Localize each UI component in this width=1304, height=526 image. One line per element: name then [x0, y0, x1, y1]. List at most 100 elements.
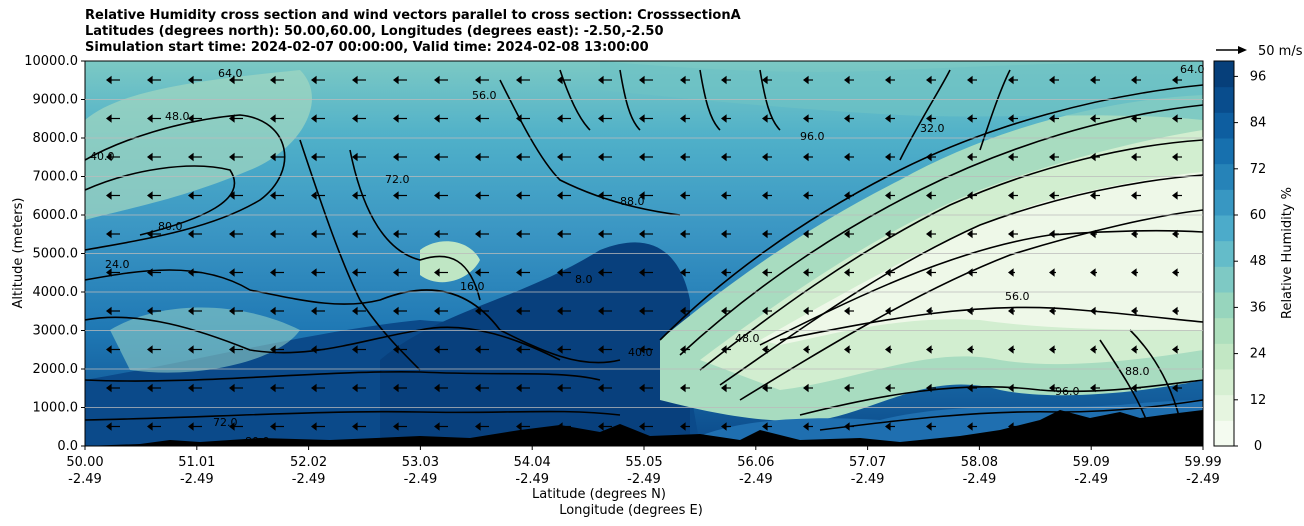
wind-arrow-head — [106, 306, 112, 316]
wind-arrow-head — [557, 306, 563, 316]
contour-label: 40.0 — [628, 346, 653, 359]
wind-arrow-head — [557, 383, 563, 393]
wind-arrow-head — [1131, 422, 1137, 431]
wind-arrow-head — [1008, 191, 1014, 200]
upper-moist-band — [600, 61, 1203, 120]
contour-label: 64.0 — [1180, 63, 1205, 76]
wind-arrow-head — [557, 422, 563, 431]
wind-arrow-head — [1172, 345, 1178, 354]
wind-arrow-head — [147, 229, 153, 239]
chart-title: Relative Humidity cross section and wind… — [85, 8, 741, 56]
wind-arrow-head — [229, 191, 235, 200]
x-tick-label-lat: 52.02 — [290, 455, 327, 470]
wind-arrow-head — [475, 422, 481, 431]
contour-label: 72.0 — [213, 416, 238, 429]
wind-arrow-head — [680, 114, 686, 123]
wind-arrow-head — [475, 152, 481, 162]
wind-arrow-head — [393, 114, 399, 123]
x-axis-label-lat: Latitude (degrees N) — [532, 487, 666, 502]
wind-arrow-head — [229, 75, 235, 85]
contour-label: 24.0 — [105, 258, 130, 271]
contour-label: 88.0 — [620, 195, 645, 208]
wind-arrow-head — [106, 75, 112, 85]
wind-arrow-head — [1172, 268, 1178, 277]
wind-arrow-head — [188, 345, 194, 354]
contour-label: 80.0 — [158, 220, 183, 233]
y-tick-label: 8000.0 — [33, 131, 79, 146]
wind-arrow-head — [598, 345, 604, 354]
wind-arrow-head — [967, 75, 973, 85]
wind-arrow-head — [229, 306, 235, 316]
colorbar — [1214, 61, 1234, 447]
wind-arrow-head — [803, 114, 809, 123]
wind-arrow-head — [762, 191, 768, 200]
wind-arrow-head — [311, 345, 317, 354]
wind-arrow-head — [1172, 114, 1178, 123]
wind-arrow-head — [352, 114, 358, 123]
terrain — [85, 410, 1203, 446]
wind-arrow-head — [1049, 422, 1055, 431]
wind-arrow-head — [680, 422, 686, 431]
contour-label: 96.0 — [1055, 385, 1080, 398]
wind-arrow-head — [639, 422, 645, 431]
title-line-1: Relative Humidity cross section and wind… — [85, 8, 741, 23]
wind-arrow-head — [393, 383, 399, 393]
wind-arrow-head — [188, 383, 194, 393]
wind-arrow-head — [557, 345, 563, 354]
colorbar-segment — [1214, 317, 1234, 344]
contour-label: 8.0 — [575, 273, 593, 286]
wind-arrow-head — [803, 75, 809, 85]
wind-arrow-head — [1008, 345, 1014, 354]
wind-arrow-head — [557, 191, 563, 200]
wind-arrow-head — [639, 383, 645, 393]
wind-arrow-head — [926, 345, 932, 354]
wind-arrow-head — [762, 229, 768, 239]
wind-arrow-head — [147, 75, 153, 85]
wind-arrow-head — [147, 114, 153, 123]
wind-arrow-head — [1090, 229, 1096, 239]
wind-arrow-head — [598, 114, 604, 123]
x-tick-label-lon: -2.49 — [404, 472, 438, 487]
wind-arrow-head — [1008, 229, 1014, 239]
wind-arrow-head — [229, 229, 235, 239]
colorbar-tick-label: 24 — [1250, 347, 1267, 362]
wind-arrow-head — [598, 229, 604, 239]
colorbar-segment — [1214, 394, 1234, 421]
wind-arrow-head — [1049, 229, 1055, 239]
contour-label: 40.0 — [90, 150, 115, 163]
x-tick-label-lat: 50.00 — [66, 455, 103, 470]
wind-arrow-head — [270, 306, 276, 316]
wind-arrow-head — [639, 345, 645, 354]
wind-arrow-head — [147, 191, 153, 200]
wind-arrow-head — [1090, 114, 1096, 123]
colorbar-segment — [1214, 420, 1234, 447]
wind-arrow-head — [1008, 383, 1014, 393]
wind-arrow-head — [270, 383, 276, 393]
wind-arrow-head — [106, 383, 112, 393]
wind-arrow-head — [1090, 383, 1096, 393]
x-tick-label-lon: -2.49 — [180, 472, 214, 487]
wind-arrow-head — [885, 268, 891, 277]
wind-arrow-head — [639, 229, 645, 239]
wind-arrow-head — [803, 306, 809, 316]
wind-arrow-head — [844, 75, 850, 85]
wind-arrow-head — [1131, 345, 1137, 354]
colorbar-segment — [1214, 163, 1234, 190]
moist-core — [380, 242, 690, 446]
wind-arrow-head — [434, 306, 440, 316]
colorbar-tick-label: 36 — [1250, 300, 1267, 315]
colorbar-label: Relative Humidity % — [1280, 187, 1295, 319]
wind-arrow-head — [311, 229, 317, 239]
wind-arrow-head — [598, 306, 604, 316]
x-tick-label-lon: -2.49 — [1074, 472, 1108, 487]
wind-arrow-head — [1049, 268, 1055, 277]
wind-arrow-head — [352, 383, 358, 393]
wind-arrow-head — [1172, 75, 1178, 85]
wind-arrow-head — [1008, 422, 1014, 431]
wind-arrow-head — [967, 383, 973, 393]
x-tick-label-lon: -2.49 — [963, 472, 997, 487]
wind-arrow-head — [516, 422, 522, 431]
wind-arrow-head — [967, 422, 973, 431]
wind-arrow-head — [926, 229, 932, 239]
